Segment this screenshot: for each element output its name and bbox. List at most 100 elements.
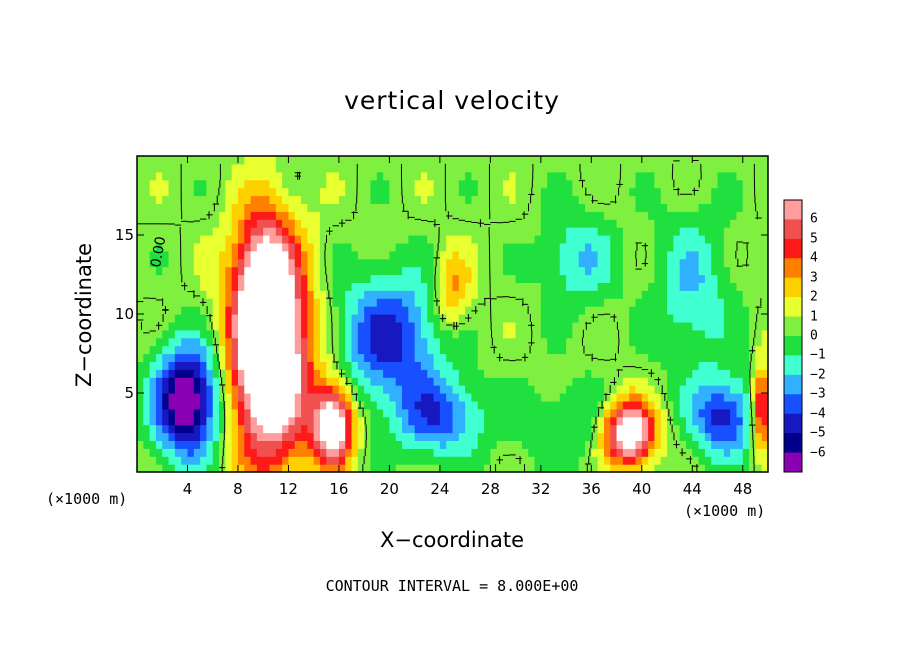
heatmap-cell xyxy=(761,187,768,197)
heatmap-cell xyxy=(641,266,649,276)
heatmap-cell xyxy=(641,187,649,197)
heatmap-cell xyxy=(496,235,504,244)
heatmap-cell xyxy=(231,195,239,204)
heatmap-cell xyxy=(585,448,592,457)
heatmap-cell xyxy=(704,274,712,283)
heatmap-cell xyxy=(616,227,624,236)
heatmap-cell xyxy=(414,369,422,378)
heatmap-cell xyxy=(458,361,466,370)
heatmap-cell xyxy=(414,235,422,244)
heatmap-cell xyxy=(597,179,605,189)
heatmap-cell xyxy=(408,456,416,465)
heatmap-cell xyxy=(263,448,271,457)
heatmap-cell xyxy=(357,400,365,410)
heatmap-cell xyxy=(263,187,271,197)
heatmap-cell xyxy=(326,250,334,260)
heatmap-cell xyxy=(364,242,372,252)
heatmap-cell xyxy=(402,361,409,370)
heatmap-cell xyxy=(200,400,208,410)
heatmap-cell xyxy=(351,179,359,189)
heatmap-cell xyxy=(162,266,170,276)
heatmap-cell xyxy=(528,235,536,244)
heatmap-cell xyxy=(193,298,201,307)
heatmap-cell xyxy=(591,369,599,378)
heatmap-cell xyxy=(231,163,239,173)
heatmap-cell xyxy=(319,274,327,283)
heatmap-cell xyxy=(648,290,656,299)
heatmap-cell xyxy=(673,195,681,204)
heatmap-cell xyxy=(351,321,359,331)
heatmap-cell xyxy=(641,353,649,362)
heatmap-cell xyxy=(742,203,750,212)
heatmap-cell xyxy=(137,400,144,410)
heatmap-cell xyxy=(427,179,435,189)
heatmap-cell xyxy=(585,156,592,165)
heatmap-cell xyxy=(357,179,365,189)
heatmap-cell xyxy=(250,179,258,189)
heatmap-cell xyxy=(168,424,176,434)
heatmap-cell xyxy=(471,282,479,291)
heatmap-cell xyxy=(225,369,233,378)
heatmap-cell xyxy=(477,250,485,260)
heatmap-cell xyxy=(490,393,498,402)
heatmap-cell xyxy=(231,227,239,236)
heatmap-cell xyxy=(521,345,529,355)
heatmap-cell xyxy=(263,156,271,165)
heatmap-cell xyxy=(187,369,195,378)
heatmap-cell xyxy=(629,393,637,402)
heatmap-cell xyxy=(534,242,542,252)
heatmap-cell xyxy=(553,400,561,410)
heatmap-cell xyxy=(446,400,454,410)
heatmap-cell xyxy=(137,314,144,323)
heatmap-cell xyxy=(143,258,151,268)
heatmap-cell xyxy=(730,187,738,197)
heatmap-cell xyxy=(137,282,144,291)
heatmap-cell xyxy=(307,416,315,426)
heatmap-cell xyxy=(395,393,403,402)
heatmap-cell xyxy=(225,345,233,355)
heatmap-cell xyxy=(402,266,409,276)
heatmap-cell xyxy=(174,266,182,276)
heatmap-cell xyxy=(641,314,649,323)
heatmap-cell xyxy=(263,195,271,204)
colorbar-label: 5 xyxy=(810,231,818,247)
heatmap-cell xyxy=(679,298,687,307)
heatmap-cell xyxy=(389,321,397,331)
heatmap-cell xyxy=(282,156,290,165)
heatmap-cell xyxy=(692,306,700,315)
heatmap-cell xyxy=(755,393,763,402)
heatmap-cell xyxy=(667,369,674,378)
heatmap-cell xyxy=(357,274,365,283)
heatmap-cell xyxy=(137,432,144,441)
heatmap-cell xyxy=(319,242,327,252)
heatmap-cell xyxy=(137,408,144,418)
heatmap-cell xyxy=(711,163,719,173)
heatmap-cell xyxy=(162,156,170,165)
heatmap-cell xyxy=(591,203,599,212)
heatmap-cell xyxy=(484,227,491,236)
heatmap-cell xyxy=(742,282,750,291)
heatmap-cell xyxy=(490,329,498,339)
heatmap-cell xyxy=(244,321,252,331)
heatmap-cell xyxy=(446,424,454,434)
heatmap-cell xyxy=(149,424,157,434)
heatmap-cell xyxy=(427,385,435,394)
heatmap-cell xyxy=(345,321,353,331)
heatmap-cell xyxy=(496,298,504,307)
heatmap-cell xyxy=(439,163,447,173)
heatmap-cell xyxy=(755,211,763,220)
heatmap-cell xyxy=(446,353,454,362)
heatmap-cell xyxy=(250,432,258,441)
heatmap-cell xyxy=(433,195,441,204)
heatmap-cell xyxy=(597,345,605,355)
heatmap-cell xyxy=(319,353,327,362)
heatmap-cell xyxy=(345,219,353,228)
heatmap-cell xyxy=(168,187,176,197)
heatmap-cell xyxy=(496,306,504,315)
heatmap-cell xyxy=(231,337,239,347)
heatmap-cell xyxy=(528,353,536,362)
heatmap-cell xyxy=(458,306,466,315)
heatmap-cell xyxy=(162,385,170,394)
heatmap-cell xyxy=(673,393,681,402)
heatmap-cell xyxy=(761,377,768,386)
